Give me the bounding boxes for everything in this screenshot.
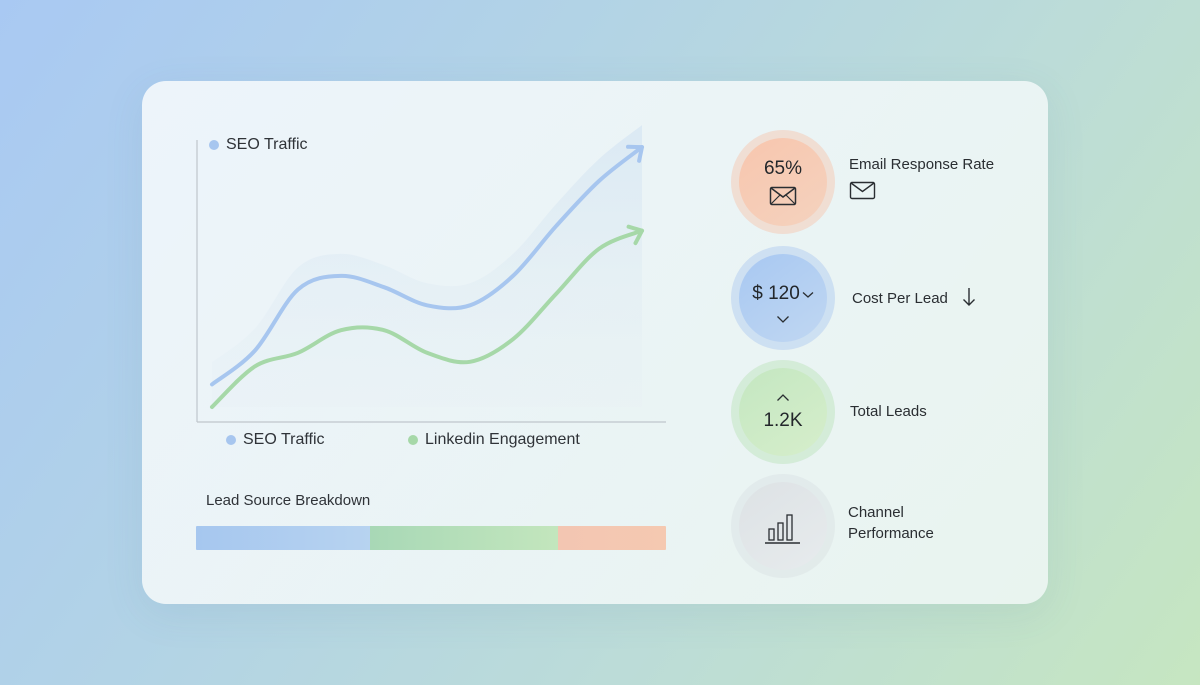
cost-per-lead-label: Cost Per Lead (852, 289, 948, 307)
top-legend: SEO Traffic (209, 136, 308, 154)
envelope-icon (769, 186, 797, 206)
legend-label: Linkedin Engagement (425, 431, 580, 448)
metric-ring: 1.2K (731, 360, 835, 464)
series-line-linkedin-engagement (210, 228, 644, 409)
seo-legend-dot (226, 435, 236, 445)
envelope-icon (849, 181, 876, 199)
metric-channel-performance[interactable]: Channel Performance (731, 474, 934, 578)
series-line-seo-traffic (210, 145, 644, 387)
linkedin-legend-dot (408, 435, 418, 445)
bar-chart-icon (765, 514, 800, 544)
channel-performance-label-line1: Channel (848, 504, 904, 521)
lead-source-breakdown-title: Lead Source Breakdown (206, 492, 371, 509)
arrow-head-linkedin-engagement (626, 224, 644, 246)
chevron-down-icon (802, 292, 814, 298)
metric-ring: $ 120 (731, 246, 835, 350)
channel-performance-label-line2: Performance (848, 525, 934, 542)
legend-linkedin-engagement: Linkedin Engagement (408, 431, 580, 449)
email-response-rate-label: Email Response Rate (849, 155, 995, 173)
breakdown-segment-other (557, 526, 666, 550)
metric-cost-per-lead[interactable]: $ 120 Cost Per Lead (731, 246, 976, 350)
lead-source-breakdown-bar (196, 526, 666, 550)
legend-seo-traffic: SEO Traffic (226, 431, 325, 449)
breakdown-segment-linkedin (369, 526, 558, 550)
metric-email-response-rate[interactable]: 65% Email Response Rate (731, 130, 994, 234)
breakdown-segment-seo (196, 526, 370, 550)
legend-label: SEO Traffic (243, 431, 325, 448)
arrow-down-icon (962, 288, 975, 306)
metric-circle (739, 482, 827, 570)
arrow-head-seo-traffic (626, 144, 644, 163)
email-response-rate-value: 65% (763, 158, 803, 179)
metric-total-leads[interactable]: 1.2K Total Leads (731, 360, 927, 464)
cost-per-lead-value: $ 120 (752, 282, 800, 304)
chevron-down-icon (777, 315, 789, 323)
total-leads-value: 1.2K (763, 409, 803, 431)
metric-circle: 1.2K (739, 368, 827, 456)
seo-legend-dot (209, 140, 219, 150)
metric-ring (731, 474, 835, 578)
top-legend-label: SEO Traffic (226, 136, 308, 153)
seo-traffic-area (212, 125, 642, 407)
metric-ring: 65% (731, 130, 835, 234)
metric-circle: $ 120 (739, 254, 827, 342)
metric-circle: 65% (739, 138, 827, 226)
total-leads-label: Total Leads (850, 402, 927, 420)
chevron-up-icon (777, 393, 789, 401)
traffic-line-chart (196, 125, 666, 423)
dashboard-card: SEO Traffic SEO Traffic Linkedin Engagem… (142, 81, 1048, 604)
